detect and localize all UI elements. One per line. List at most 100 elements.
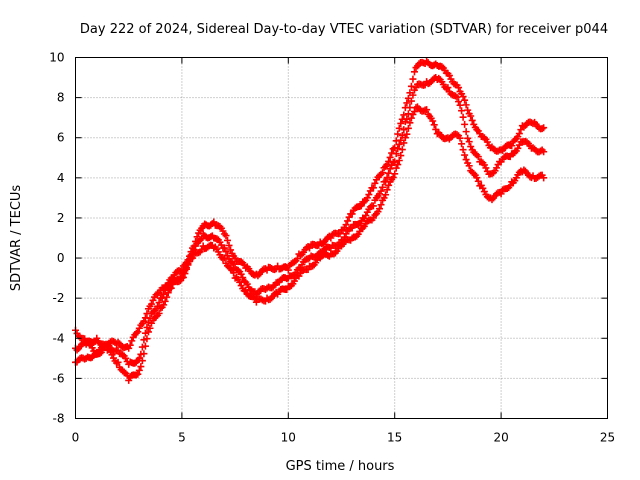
data-point-marker (231, 254, 239, 262)
data-point-marker (161, 297, 169, 305)
data-point-marker (122, 354, 130, 362)
chart-title: Day 222 of 2024, Sidereal Day-to-day VTE… (80, 22, 608, 37)
data-point-marker (114, 358, 122, 366)
y-tick-label: 10 (49, 51, 64, 65)
data-point-marker (357, 202, 365, 210)
data-point-marker (135, 354, 143, 362)
data-point-marker (386, 165, 394, 173)
data-point-marker (179, 273, 187, 281)
data-point-marker (461, 151, 469, 159)
data-point-marker (114, 346, 122, 354)
data-point-marker (119, 351, 127, 359)
data-point-marker (400, 126, 408, 134)
data-point-marker (342, 221, 350, 229)
data-point-marker (461, 96, 469, 104)
data-point-marker (400, 111, 408, 119)
data-point-marker (369, 184, 377, 192)
data-point-marker (497, 190, 505, 198)
data-point-marker (474, 153, 482, 161)
data-point-marker (154, 302, 162, 310)
data-point-marker (403, 130, 411, 138)
data-point-marker (371, 179, 379, 187)
data-point-marker (239, 273, 247, 281)
data-point-marker (456, 101, 464, 109)
y-tick-label: 4 (57, 171, 65, 185)
data-point-marker (385, 169, 393, 177)
data-point-marker (392, 164, 400, 172)
data-point-marker (403, 115, 411, 123)
data-point-marker (483, 138, 491, 146)
data-point-marker (395, 156, 403, 164)
axis-ticks (75, 57, 608, 419)
data-point-marker (386, 153, 394, 161)
data-point-marker (141, 329, 149, 337)
data-point-marker (455, 98, 463, 106)
data-point-marker (236, 278, 244, 286)
data-point-marker (423, 106, 431, 114)
x-tick-label: 10 (281, 431, 296, 445)
series-track-c (72, 103, 548, 368)
data-point-marker (444, 84, 452, 92)
data-point-marker (467, 112, 475, 120)
data-point-marker (409, 75, 417, 83)
data-point-marker (410, 108, 418, 116)
data-point-marker (161, 286, 169, 294)
data-point-marker (514, 144, 522, 152)
data-point-marker (540, 174, 548, 182)
data-point-marker (538, 125, 546, 133)
x-tick-label: 20 (493, 431, 508, 445)
y-axis-label: SDTVAR / TECUs (9, 185, 24, 292)
data-point-marker (493, 164, 501, 172)
data-point-marker (125, 376, 133, 384)
data-point-marker (462, 156, 470, 164)
data-point-marker (284, 266, 292, 274)
data-point-marker (389, 173, 397, 181)
data-point-marker (397, 119, 405, 127)
x-tick-label: 0 (72, 431, 80, 445)
data-point-marker (515, 130, 523, 138)
data-point-marker (412, 84, 420, 92)
y-tick-labels: -8 -6 -4 -2 0 2 4 6 8 10 (49, 51, 64, 426)
data-point-marker (149, 296, 157, 304)
data-point-marker (395, 140, 403, 148)
data-point-marker (464, 134, 472, 142)
data-point-marker (327, 234, 335, 242)
x-tick-labels: 0 5 10 15 20 25 (72, 431, 615, 445)
data-point-marker (227, 246, 235, 254)
data-point-marker (383, 186, 391, 194)
data-point-marker (452, 92, 459, 100)
data-point-marker (380, 194, 388, 202)
data-point-marker (182, 265, 190, 273)
data-point-marker (394, 145, 402, 153)
data-point-marker (508, 142, 516, 150)
data-point-marker (222, 232, 230, 240)
y-tick-label: -4 (53, 331, 65, 345)
y-tick-label: -8 (53, 412, 65, 426)
data-point-marker (140, 317, 148, 325)
data-point-marker (160, 301, 168, 309)
data-point-marker (376, 205, 383, 213)
data-point-marker (219, 255, 227, 263)
data-point-marker (407, 114, 415, 122)
data-point-marker (438, 63, 446, 71)
x-axis-label: GPS time / hours (286, 459, 395, 474)
data-point-marker (344, 217, 352, 225)
data-point-marker (220, 244, 228, 252)
data-point-marker (187, 255, 195, 263)
data-point-marker (228, 259, 236, 267)
data-point-marker (132, 329, 140, 337)
data-point-marker (134, 370, 142, 378)
data-point-marker (385, 181, 393, 189)
data-point-marker (461, 120, 469, 128)
data-point-marker (400, 139, 408, 147)
data-point-marker (140, 336, 148, 344)
data-point-marker (210, 218, 218, 226)
y-tick-label: -2 (53, 291, 65, 305)
data-point-marker (242, 286, 250, 294)
data-point-marker (383, 174, 391, 182)
data-point-marker (184, 261, 192, 269)
data-point-marker (167, 284, 175, 292)
data-point-marker (134, 328, 142, 336)
data-point-marker (458, 107, 466, 115)
